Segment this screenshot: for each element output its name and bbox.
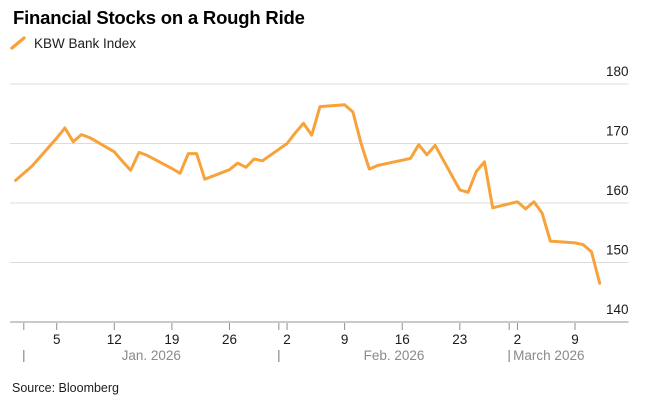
source-credit: Source: Bloomberg: [12, 381, 120, 395]
y-axis-label: 180: [606, 64, 629, 79]
month-label: Jan. 2026: [122, 348, 181, 363]
x-tick-label: 9: [341, 332, 349, 347]
x-tick-label: 26: [222, 332, 237, 347]
x-tick-label: 5: [53, 332, 61, 347]
series-line-kbw-bank-index: [14, 103, 602, 285]
x-tick-label: 2: [514, 332, 522, 347]
y-axis-label: 160: [606, 183, 629, 198]
legend-line-marker-icon: [10, 36, 26, 50]
month-label: Feb. 2026: [364, 348, 425, 363]
month-label: March 2026: [513, 348, 584, 363]
x-tick-label: 2: [283, 332, 291, 347]
legend: KBW Bank Index: [10, 36, 136, 51]
x-tick-label: 23: [452, 332, 467, 347]
y-axis-label: 170: [606, 124, 629, 139]
legend-label: KBW Bank Index: [34, 36, 137, 51]
y-axis-label: 150: [606, 243, 629, 258]
x-tick-label: 9: [571, 332, 579, 347]
x-tick-label: 16: [395, 332, 410, 347]
chart-title: Financial Stocks on a Rough Ride: [13, 7, 305, 28]
x-tick-label: 19: [164, 332, 179, 347]
y-axis-label: 140: [606, 302, 629, 317]
x-tick-label: 12: [107, 332, 122, 347]
